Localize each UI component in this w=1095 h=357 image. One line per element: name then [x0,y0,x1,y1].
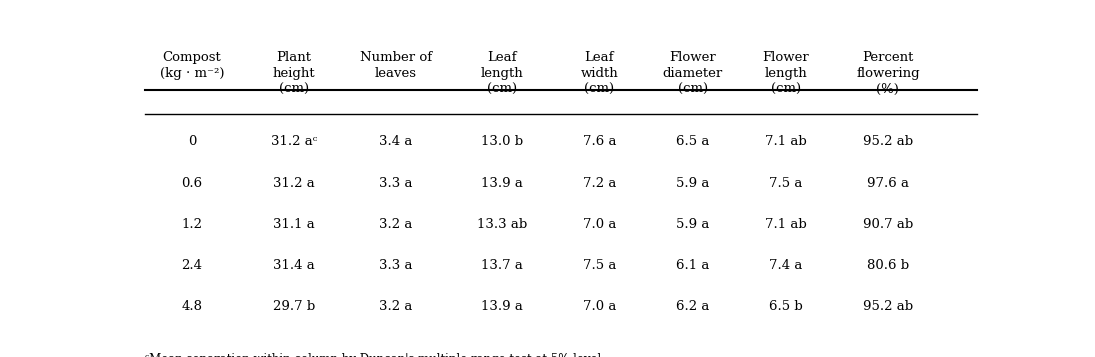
Text: 3.2 a: 3.2 a [379,300,413,313]
Text: Leaf
width
(cm): Leaf width (cm) [580,51,619,96]
Text: 2.4: 2.4 [182,259,203,272]
Text: 6.5 a: 6.5 a [676,135,710,148]
Text: 7.0 a: 7.0 a [583,218,616,231]
Text: 29.7 b: 29.7 b [273,300,315,313]
Text: 90.7 ab: 90.7 ab [863,218,913,231]
Text: Flower
length
(cm): Flower length (cm) [763,51,809,96]
Text: 13.0 b: 13.0 b [481,135,522,148]
Text: 4.8: 4.8 [182,300,203,313]
Text: 31.1 a: 31.1 a [273,218,314,231]
Text: 5.9 a: 5.9 a [676,218,710,231]
Text: 13.7 a: 13.7 a [481,259,522,272]
Text: 3.3 a: 3.3 a [379,176,413,190]
Text: 7.4 a: 7.4 a [770,259,803,272]
Text: 97.6 a: 97.6 a [867,176,909,190]
Text: 7.1 ab: 7.1 ab [765,135,807,148]
Text: 7.0 a: 7.0 a [583,300,616,313]
Text: 80.6 b: 80.6 b [867,259,909,272]
Text: 13.9 a: 13.9 a [481,176,522,190]
Text: Flower
diameter
(cm): Flower diameter (cm) [662,51,723,96]
Text: 95.2 ab: 95.2 ab [863,300,913,313]
Text: Percent
flowering
(%): Percent flowering (%) [856,51,920,96]
Text: 7.6 a: 7.6 a [583,135,616,148]
Text: 0: 0 [188,135,196,148]
Text: Leaf
length
(cm): Leaf length (cm) [481,51,523,96]
Text: 6.1 a: 6.1 a [676,259,710,272]
Text: 95.2 ab: 95.2 ab [863,135,913,148]
Text: 6.5 b: 6.5 b [769,300,803,313]
Text: 1.2: 1.2 [182,218,203,231]
Text: Compost
(kg · m⁻²): Compost (kg · m⁻²) [160,51,224,80]
Text: 13.9 a: 13.9 a [481,300,522,313]
Text: 7.2 a: 7.2 a [583,176,616,190]
Text: 31.2 aᶜ: 31.2 aᶜ [270,135,316,148]
Text: 5.9 a: 5.9 a [676,176,710,190]
Text: 3.2 a: 3.2 a [379,218,413,231]
Text: 7.5 a: 7.5 a [583,259,616,272]
Text: 31.4 a: 31.4 a [273,259,314,272]
Text: Number of
leaves: Number of leaves [359,51,431,80]
Text: Plant
height
(cm): Plant height (cm) [273,51,315,96]
Text: 7.1 ab: 7.1 ab [765,218,807,231]
Text: 13.3 ab: 13.3 ab [476,218,527,231]
Text: 3.4 a: 3.4 a [379,135,413,148]
Text: 7.5 a: 7.5 a [770,176,803,190]
Text: 31.2 a: 31.2 a [273,176,314,190]
Text: 6.2 a: 6.2 a [676,300,710,313]
Text: 3.3 a: 3.3 a [379,259,413,272]
Text: 0.6: 0.6 [182,176,203,190]
Text: ᶜMean separation within column by Duncan's multiple range test at 5% level.: ᶜMean separation within column by Duncan… [146,353,606,357]
